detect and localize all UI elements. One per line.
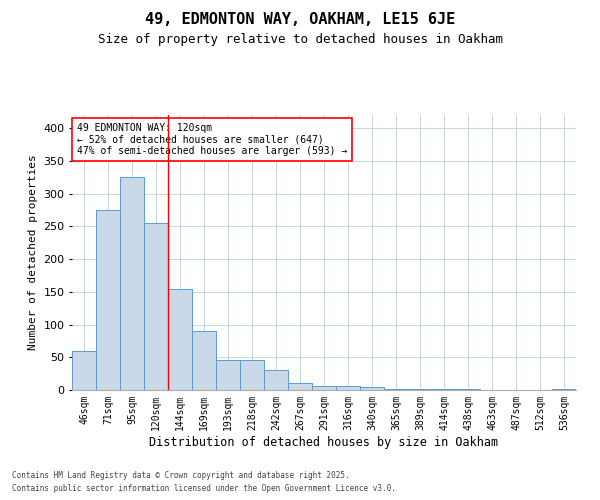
X-axis label: Distribution of detached houses by size in Oakham: Distribution of detached houses by size … — [149, 436, 499, 448]
Bar — [96, 210, 120, 390]
Bar — [240, 360, 264, 390]
Bar — [144, 223, 168, 390]
Text: 49, EDMONTON WAY, OAKHAM, LE15 6JE: 49, EDMONTON WAY, OAKHAM, LE15 6JE — [145, 12, 455, 28]
Text: Size of property relative to detached houses in Oakham: Size of property relative to detached ho… — [97, 32, 503, 46]
Bar — [168, 288, 192, 390]
Bar — [336, 386, 360, 390]
Text: Contains public sector information licensed under the Open Government Licence v3: Contains public sector information licen… — [12, 484, 396, 493]
Bar — [264, 370, 288, 390]
Bar — [360, 386, 384, 390]
Y-axis label: Number of detached properties: Number of detached properties — [28, 154, 38, 350]
Bar — [216, 360, 240, 390]
Text: 49 EDMONTON WAY: 120sqm
← 52% of detached houses are smaller (647)
47% of semi-d: 49 EDMONTON WAY: 120sqm ← 52% of detache… — [77, 123, 347, 156]
Bar — [72, 350, 96, 390]
Bar — [312, 386, 336, 390]
Bar — [288, 384, 312, 390]
Bar — [120, 177, 144, 390]
Bar — [384, 388, 408, 390]
Bar — [192, 331, 216, 390]
Text: Contains HM Land Registry data © Crown copyright and database right 2025.: Contains HM Land Registry data © Crown c… — [12, 470, 350, 480]
